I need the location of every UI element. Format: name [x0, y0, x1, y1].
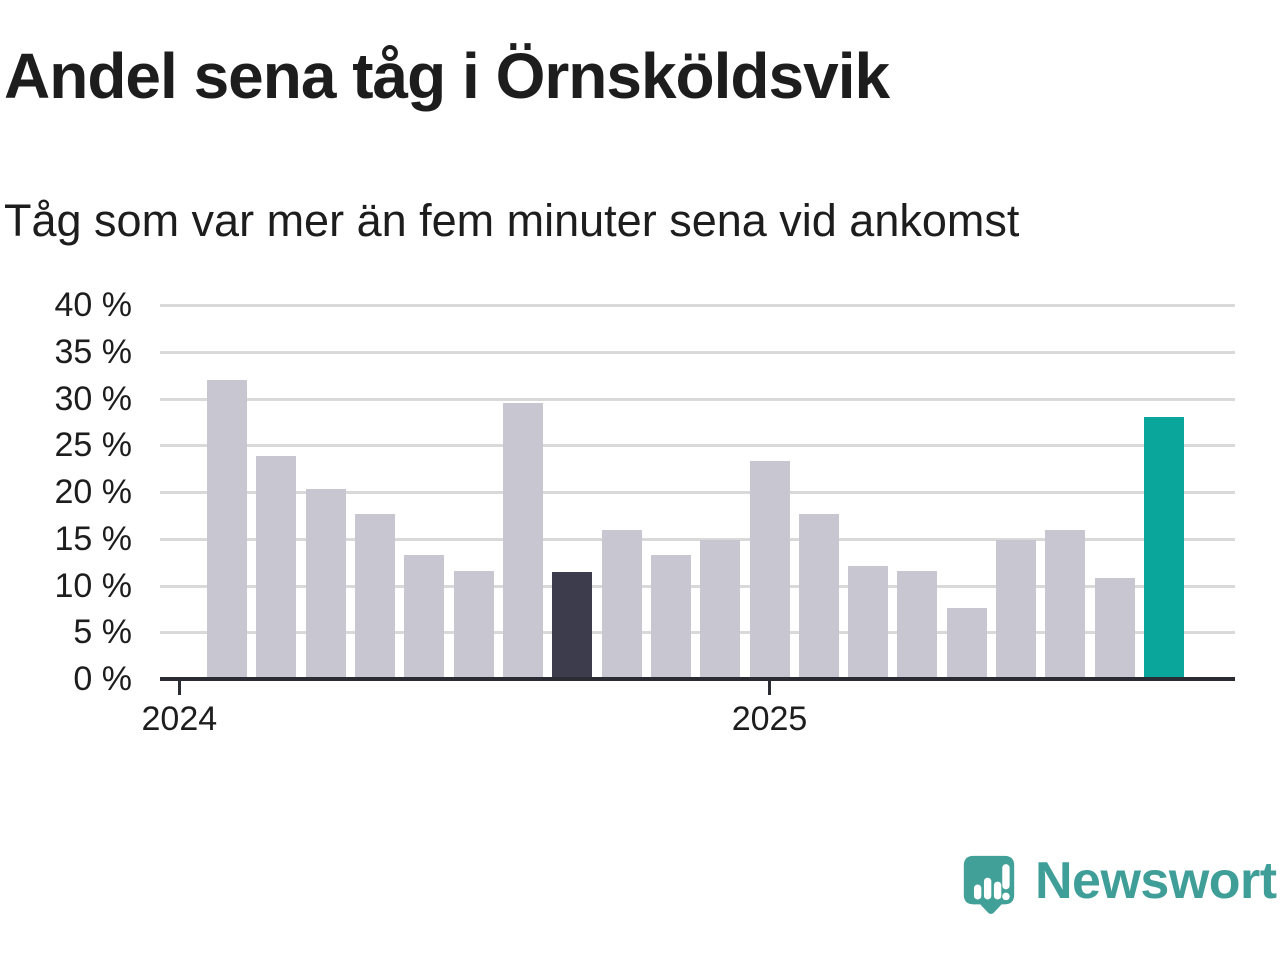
- newsworthy-logo-icon: [963, 855, 1015, 915]
- x-axis-line: [160, 677, 1235, 681]
- chart-subtitle: Tåg som var mer än fem minuter sena vid …: [4, 195, 1020, 246]
- y-axis-label: 20 %: [54, 473, 133, 511]
- bar: [996, 539, 1037, 679]
- bar: [453, 571, 494, 679]
- x-axis-tick-2024: [177, 681, 181, 695]
- y-axis-label: 40 %: [54, 286, 133, 324]
- bar: [798, 513, 839, 679]
- y-axis-label: 25 %: [54, 426, 133, 465]
- bar: [354, 513, 395, 679]
- newsworthy-wordmark: Newsworthy: [1035, 852, 1280, 910]
- gridline-35: [160, 350, 1235, 354]
- x-axis-label-2024: 2024: [141, 700, 218, 738]
- newsworthy-branding: Newsworthy: [958, 852, 1280, 916]
- gridline-40: [160, 304, 1235, 307]
- gridline-15: [160, 537, 1235, 541]
- gridline-30: [160, 397, 1235, 401]
- bar: [946, 607, 987, 679]
- gridline-20: [160, 491, 1235, 494]
- bar: [207, 379, 247, 679]
- bar: [1094, 578, 1135, 679]
- bar: [256, 456, 297, 679]
- bar-highlight-dark: [552, 572, 593, 679]
- y-axis-label: 0 %: [73, 660, 132, 698]
- bar: [1045, 530, 1086, 679]
- bar: [305, 489, 346, 679]
- bar: [404, 554, 445, 679]
- x-axis-tick-2025: [768, 681, 772, 695]
- bar: [601, 530, 642, 679]
- y-axis-label: 30 %: [54, 379, 133, 418]
- bar-highlight-accent: [1144, 417, 1185, 679]
- gridline-10: [160, 584, 1235, 588]
- y-axis-label: 15 %: [54, 519, 133, 558]
- y-axis-label: 5 %: [73, 613, 132, 652]
- bar: [502, 403, 543, 679]
- y-axis-label: 35 %: [54, 332, 133, 371]
- x-axis-label-2025: 2025: [731, 700, 808, 738]
- chart-title: Andel sena tåg i Örnsköldsvik: [4, 40, 890, 112]
- gridline-5: [160, 631, 1235, 635]
- gridline-25: [160, 444, 1235, 448]
- bar: [650, 554, 691, 679]
- bar: [897, 571, 938, 679]
- bar: [848, 565, 889, 679]
- y-axis-label: 10 %: [54, 566, 133, 605]
- bar: [749, 461, 790, 679]
- bar: [700, 539, 741, 679]
